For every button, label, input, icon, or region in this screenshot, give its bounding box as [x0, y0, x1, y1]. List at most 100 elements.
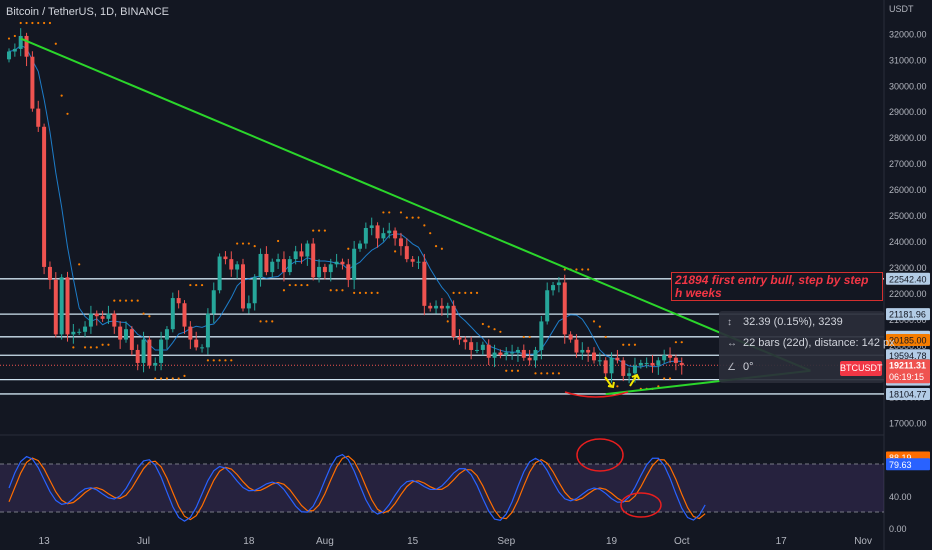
sar-dot	[592, 320, 596, 323]
sar-dot	[271, 320, 274, 323]
sar-dot	[604, 335, 607, 339]
candle	[7, 51, 11, 60]
sar-dot	[347, 247, 350, 250]
candle	[422, 261, 427, 306]
symbol-title[interactable]: Bitcoin / TetherUS, 1D, BINANCE	[6, 6, 170, 18]
candles	[7, 28, 684, 384]
price-badge-label: 22542.40	[889, 274, 927, 284]
sar-dot	[353, 291, 356, 294]
price-badge	[886, 387, 930, 400]
sar-dot	[277, 239, 280, 243]
time-tick-label: Jul	[137, 536, 150, 547]
sar-dot	[312, 229, 315, 232]
stochastic-band	[0, 463, 884, 513]
candle	[246, 303, 251, 309]
candle	[428, 305, 433, 309]
sar-dot	[376, 291, 379, 294]
candle	[12, 48, 17, 52]
sar-dot	[253, 245, 256, 248]
measure-bars-row: ↔ 22 bars (22d), distance: 142 px	[727, 337, 895, 351]
candle	[410, 259, 415, 262]
bars-range-icon: ↔	[727, 338, 737, 349]
sar-dot	[382, 211, 385, 214]
drawing-marks	[564, 373, 662, 518]
sar-dot	[189, 283, 192, 287]
candle	[673, 357, 678, 363]
sar-dot	[364, 291, 367, 294]
sar-dot	[329, 289, 332, 292]
candle	[545, 290, 550, 322]
sar-dot	[581, 268, 584, 271]
sar-dot	[130, 299, 133, 302]
measure-bars: 22 bars (22d), distance: 142 px	[743, 337, 895, 349]
time-tick-label: 19	[606, 536, 618, 547]
angle-icon: ∠	[727, 362, 736, 373]
sar-dot	[206, 359, 209, 362]
price-range-icon: ↕	[727, 317, 732, 328]
sar-dot	[534, 372, 537, 375]
sar-dot	[95, 346, 98, 349]
price-tick-label: 25000.00	[889, 211, 927, 221]
candle	[241, 264, 245, 309]
candle	[24, 35, 29, 57]
sar-dot	[78, 263, 81, 266]
candle	[556, 282, 561, 286]
candle	[603, 360, 608, 374]
candle	[551, 285, 556, 291]
sar-dot	[107, 343, 110, 346]
candle	[504, 352, 509, 356]
candle	[42, 126, 47, 267]
sar-dot	[160, 377, 163, 380]
annotation-text-box[interactable]: 21894 first entry bull, step by step h w…	[671, 272, 883, 301]
candle	[317, 266, 322, 278]
candle	[346, 264, 351, 280]
candle	[363, 227, 368, 244]
osc-tick-label: 40.00	[889, 492, 912, 502]
sar-dot	[516, 369, 520, 372]
candle	[486, 344, 491, 358]
candle	[223, 256, 228, 260]
candle	[387, 230, 392, 234]
candle	[539, 321, 544, 350]
sar-dot	[288, 283, 291, 287]
price-badge	[886, 333, 930, 346]
candle	[235, 264, 240, 270]
candle	[568, 334, 573, 340]
sar-dot	[452, 291, 455, 294]
candle	[252, 277, 257, 304]
candle	[434, 305, 439, 309]
sar-dot	[510, 369, 514, 372]
price-tick-label: 32000.00	[889, 29, 927, 39]
sar-dot	[557, 372, 561, 375]
candle	[521, 349, 526, 358]
candle	[475, 349, 479, 351]
candle	[118, 326, 123, 340]
sar-dot	[165, 377, 169, 380]
sar-dot	[124, 299, 128, 302]
price-badge	[886, 349, 930, 362]
candle	[211, 290, 216, 314]
candle	[393, 230, 398, 239]
price-tick-label: 24000.00	[889, 237, 927, 247]
last-price-badge	[886, 359, 930, 384]
candle	[416, 261, 421, 263]
sar-dot	[405, 216, 408, 219]
sar-dot	[429, 232, 432, 235]
candle	[463, 339, 468, 343]
sar-dot	[657, 385, 660, 388]
candle	[311, 243, 316, 278]
sar-dot	[259, 320, 262, 323]
sar-dot	[119, 299, 122, 302]
sar-dot	[575, 268, 578, 271]
price-tick-label: 26000.00	[889, 185, 927, 195]
sar-dot	[616, 385, 619, 388]
candle	[369, 225, 374, 228]
sar-dot	[323, 229, 326, 232]
price-axis: 17000.0018000.0019000.0020000.0021000.00…	[886, 4, 930, 534]
candle	[83, 326, 88, 332]
sar-dot	[113, 299, 116, 302]
sar-dot	[31, 21, 34, 25]
candle	[141, 339, 146, 363]
time-axis: Jun13Jul18Aug15Sep19Oct17Nov14	[39, 536, 872, 547]
